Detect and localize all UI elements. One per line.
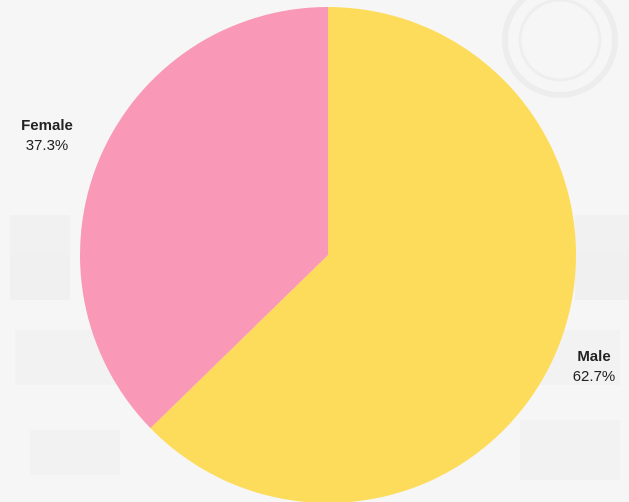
slice-label-female: Female 37.3% — [8, 116, 86, 156]
pie-slices — [80, 7, 576, 502]
slice-label-male: Male 62.7% — [562, 347, 626, 387]
slice-name-female: Female — [21, 117, 73, 134]
slice-name-male: Male — [577, 348, 611, 365]
pie-slice-female — [80, 7, 329, 429]
slice-percent-female: 37.3% — [25, 137, 69, 154]
slice-percent-male: 62.7% — [572, 368, 616, 385]
pie-slice-male — [150, 7, 576, 502]
